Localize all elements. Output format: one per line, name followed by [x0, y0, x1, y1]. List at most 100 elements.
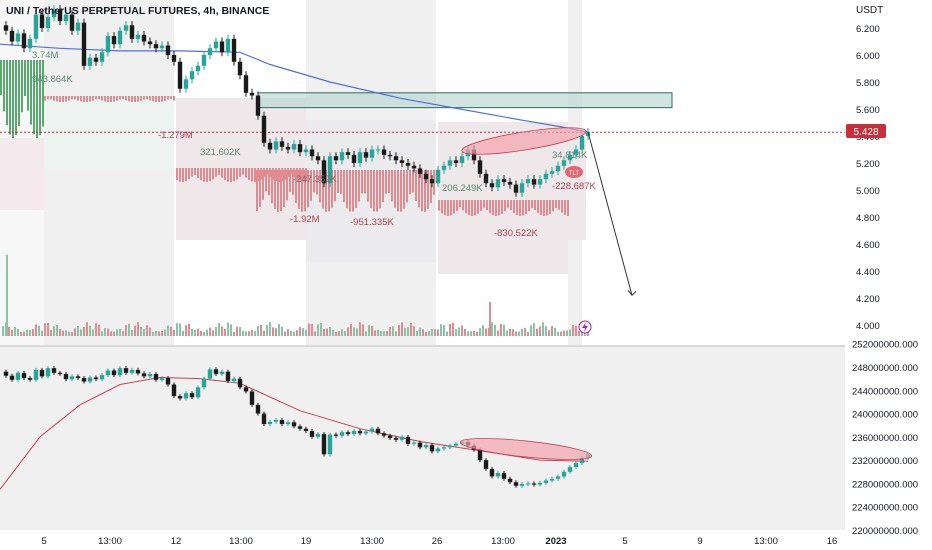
price-candle [405, 163, 411, 166]
vp-bar [498, 200, 500, 216]
projection-arrow[interactable] [587, 131, 633, 296]
price-candle [519, 183, 525, 193]
volume-bar [260, 324, 262, 336]
vp-bar [221, 168, 223, 178]
time-tick-label: 12 [171, 536, 182, 547]
volume-bar [305, 329, 307, 336]
indicator-candle [561, 471, 567, 477]
volume-bar [239, 326, 241, 336]
vp-bar [9, 60, 11, 135]
indicator-candle [135, 369, 141, 374]
vp-bar [104, 96, 106, 102]
volume-bar [434, 329, 436, 336]
volume-bar [62, 330, 64, 336]
volume-bar [506, 330, 508, 336]
volume-profile-bars [0, 60, 569, 216]
vp-bar [131, 96, 133, 102]
price-candle [105, 36, 111, 53]
volume-bar [203, 331, 205, 336]
vp-bar [215, 168, 217, 177]
vp-bar [471, 200, 473, 216]
vp-bar [400, 170, 402, 212]
volume-bar [242, 330, 244, 336]
indicator-candle [15, 372, 21, 380]
price-candle [315, 156, 321, 161]
indicator-candle [243, 387, 249, 392]
price-candle [45, 17, 51, 28]
vp-bar [286, 170, 288, 201]
volume-bar [413, 326, 415, 336]
price-candles [3, 5, 591, 197]
indicator-tick-label: 228000000.000 [852, 479, 918, 490]
supply-zone-rectangle[interactable] [257, 92, 673, 109]
volume-bar [296, 330, 298, 336]
indicator-candle [321, 433, 327, 455]
divergence-ellipse-price[interactable] [460, 122, 587, 159]
divergence-marker-label: TLT [569, 171, 580, 177]
volume-bar [386, 331, 388, 336]
vp-bar [146, 96, 148, 100]
vp-bar [236, 168, 238, 180]
price-axis[interactable] [845, 0, 932, 530]
divergence-marker[interactable]: TLT [565, 166, 583, 178]
volume-bar [56, 324, 58, 336]
price-candle [585, 131, 591, 136]
volume-bar [167, 325, 169, 336]
price-candle [93, 57, 99, 62]
vp-bar [453, 200, 455, 214]
indicator-candle [57, 372, 63, 374]
vp-bar [307, 170, 309, 208]
vp-bar [179, 168, 181, 182]
volume-bar [371, 325, 373, 336]
alert-icon[interactable] [578, 320, 592, 334]
price-candle [57, 9, 63, 22]
price-candle [15, 33, 21, 42]
indicator-candle [45, 368, 51, 377]
vp-bar [543, 200, 545, 216]
indicator-candle [351, 431, 357, 434]
price-candle [69, 14, 75, 31]
vp-bar [483, 200, 485, 208]
price-candle [561, 160, 567, 166]
volume-bar [416, 330, 418, 336]
price-candle [255, 95, 261, 116]
volume-bar [209, 327, 211, 336]
vp-bar [44, 96, 46, 101]
indicator-candle [513, 482, 519, 486]
price-candle [435, 169, 441, 184]
indicator-candle [99, 375, 105, 380]
vp-bar [245, 168, 247, 178]
volume-bar [335, 331, 337, 336]
vp-bar [513, 200, 515, 213]
volume-bar [173, 330, 175, 336]
vp-bar [540, 200, 542, 215]
vp-label: 34.814K [552, 150, 588, 161]
volume-bar [275, 328, 277, 336]
indicator-pane[interactable] [0, 347, 845, 530]
indicator-candle [501, 472, 507, 479]
volume-bar [113, 331, 115, 336]
vp-bar [152, 96, 154, 102]
volume-bar [83, 326, 85, 336]
vp-bar [80, 96, 82, 102]
vp-bar [265, 170, 267, 192]
volume-bar [26, 329, 28, 336]
time-axis[interactable] [0, 530, 932, 550]
indicator-candle [429, 445, 435, 452]
indicator-candle [255, 404, 261, 414]
vp-bar [233, 168, 235, 182]
volume-bar [98, 324, 100, 336]
volume-bar [119, 328, 121, 336]
price-candle [495, 179, 501, 188]
volume-bar [224, 328, 226, 336]
indicator-candle [273, 419, 279, 422]
volume-bar [320, 323, 322, 336]
volume-bar [467, 331, 469, 336]
divergence-ellipse-indicator[interactable] [459, 434, 593, 464]
volume-bar [350, 323, 352, 336]
indicator-candle [141, 373, 147, 377]
vp-bar [480, 200, 482, 211]
volume-bar [80, 329, 82, 336]
indicator-candle [339, 432, 345, 436]
current-price-tag[interactable]: 5.428 [846, 124, 886, 138]
